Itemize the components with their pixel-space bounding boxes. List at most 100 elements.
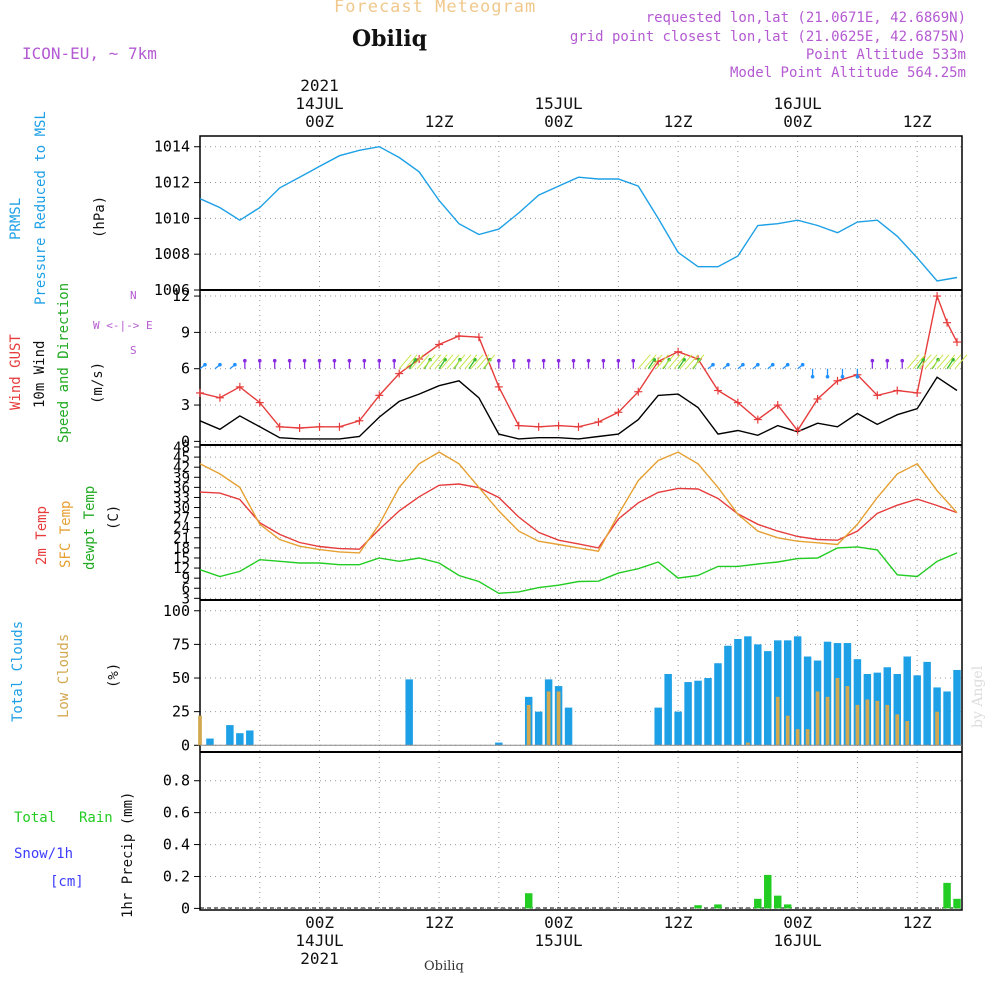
total-cloud-bar — [534, 711, 543, 746]
wind-arrow-shaft — [677, 359, 685, 370]
temp-unit-label: (C) — [106, 504, 122, 530]
wind-arrow-head — [631, 358, 636, 363]
temperature-ytick-label: 9 — [182, 571, 190, 587]
wind-gust-line — [199, 293, 958, 432]
bottom-time-label: 12Z — [424, 913, 454, 932]
wind-hatch — [464, 354, 478, 370]
rain-bar — [953, 898, 961, 909]
wind-arrow-shaft — [408, 359, 416, 370]
prmsl-label: PRMSL — [8, 197, 24, 240]
wind-arrow-head — [377, 358, 382, 363]
wind-ytick-label: 0 — [181, 432, 190, 450]
wind-direction-arrow — [825, 368, 830, 379]
total-cloud-bar — [664, 673, 672, 746]
bottom-time-label: 14JUL — [295, 931, 344, 950]
pressure-line — [199, 145, 958, 282]
wind-10m-label: 10m Wind — [32, 340, 48, 408]
t2m-label: 2m Temp — [34, 505, 50, 565]
top-time-label: 12Z — [663, 112, 693, 131]
wind-hatch — [655, 354, 669, 370]
wind-arrow-head — [287, 358, 292, 363]
top-time-label: 00Z — [544, 112, 574, 131]
rain-bar — [524, 893, 533, 909]
temperature-ytick-label: 33 — [173, 490, 190, 506]
temperature-ytick-label: 3 — [182, 591, 190, 607]
gust-marker — [873, 391, 882, 400]
bottom-time-label: 00Z — [544, 913, 574, 932]
wind-hatch — [936, 354, 950, 370]
gust-marker — [933, 292, 942, 301]
low-cloud-bar — [785, 715, 790, 746]
temperature-ytick-label: 36 — [173, 480, 190, 496]
total-cloud-bar — [495, 742, 503, 746]
wind-arrow-head — [810, 374, 815, 379]
total-label: Total — [14, 810, 57, 826]
pressure-unit-label: (hPa) — [92, 195, 108, 238]
wind-ytick-label: 3 — [181, 396, 190, 414]
wind-hatch — [482, 354, 496, 370]
wind-hatch — [410, 354, 424, 370]
wind-hatch — [661, 354, 675, 370]
rain-label: Rain — [79, 810, 113, 826]
wind-arrow-head — [556, 358, 561, 363]
wind-arrow-head — [317, 358, 322, 363]
top-time-label: 12Z — [902, 112, 932, 131]
bottom-time-label: 2021 — [300, 949, 339, 968]
total-cloud-bar — [405, 679, 413, 746]
temperature-ytick-label: 45 — [173, 450, 190, 466]
wind-hatch — [649, 354, 663, 370]
wind-direction-arrow — [199, 362, 207, 370]
compass-we: W <-|-> E — [93, 319, 153, 332]
temperature-ytick-label: 30 — [173, 501, 190, 517]
wind-direction-label: Speed and Direction — [56, 282, 72, 443]
wind-direction-arrow — [810, 368, 815, 379]
wind-arrow-head — [840, 374, 845, 379]
temperature-ytick-label: 6 — [182, 581, 190, 597]
wind-direction-arrow — [737, 362, 745, 370]
compass-n: N — [130, 289, 137, 302]
wind-direction-arrow — [767, 362, 775, 370]
gust-marker — [215, 393, 224, 402]
total-cloud-bar — [783, 640, 792, 746]
wind-arrow-head — [885, 358, 890, 363]
wind-hatch — [428, 354, 442, 370]
pressure-ytick-label: 1008 — [154, 245, 190, 263]
pressure-ytick-label: 1012 — [154, 174, 190, 192]
wind-direction-arrow — [214, 362, 222, 370]
rain-bar — [783, 904, 792, 909]
wind-arrow-head — [541, 358, 546, 363]
wind-direction-arrow — [707, 362, 715, 370]
gust-marker — [674, 347, 683, 356]
total-cloud-bar — [803, 656, 812, 746]
wind-arrow-head — [900, 358, 905, 363]
wind-direction-arrow — [377, 358, 382, 369]
wind-arrow-head — [332, 358, 337, 363]
clouds-ytick-label: 50 — [172, 669, 190, 687]
wind-hatch — [458, 354, 472, 370]
bottom-time-label: 16JUL — [773, 931, 822, 950]
wind-hatch — [948, 354, 962, 370]
total-cloud-bar — [764, 651, 772, 746]
rain-bar — [754, 898, 762, 909]
total-cloud-bar — [734, 639, 742, 746]
gust-marker — [554, 421, 563, 430]
gust-marker — [454, 332, 463, 341]
wind-direction-arrow — [556, 358, 561, 369]
temperature-ytick-label: 18 — [173, 541, 190, 557]
total-cloud-bar — [903, 656, 911, 746]
gust-marker — [733, 398, 742, 407]
gust-marker — [753, 415, 762, 424]
top-time-label: 14JUL — [295, 94, 344, 113]
total-cloud-bar — [754, 644, 762, 746]
wind-arrow-head — [870, 358, 875, 363]
total-cloud-bar — [236, 733, 244, 746]
total-cloud-bar — [704, 678, 712, 746]
gust-marker — [943, 318, 952, 327]
clouds-ytick-label: 100 — [163, 602, 190, 620]
requested-coords: requested lon,lat (21.0671E, 42.6869N) — [645, 10, 966, 26]
gust-marker — [395, 369, 404, 378]
wind-direction-arrow — [243, 358, 247, 369]
wind-direction-arrow — [752, 362, 760, 370]
wind-hatch — [476, 354, 490, 370]
total-cloud-bar — [724, 645, 732, 746]
